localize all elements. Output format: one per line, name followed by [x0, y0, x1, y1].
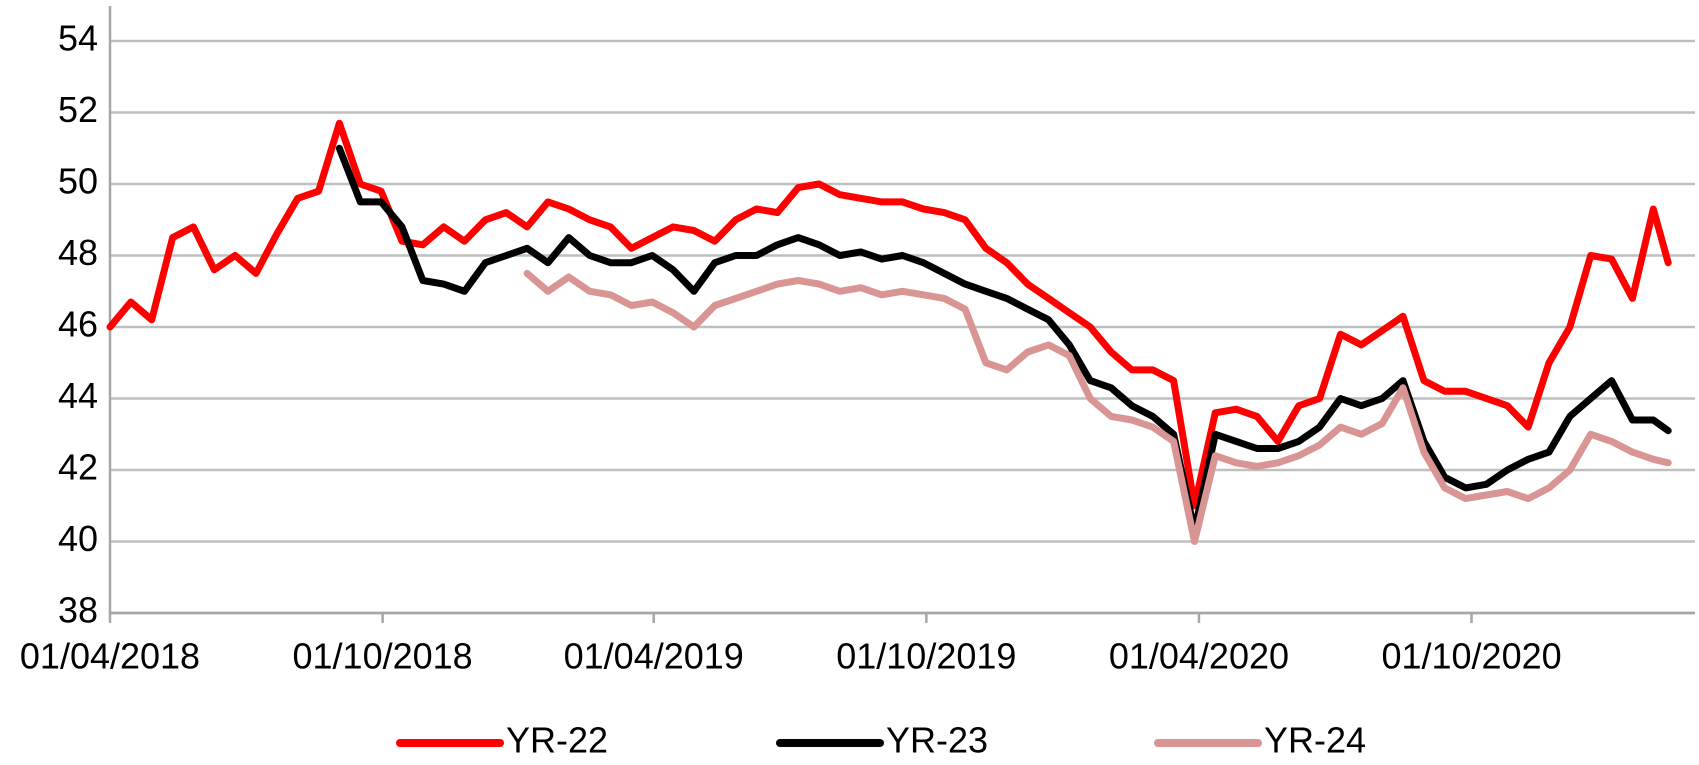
- y-tick-label: 54: [58, 18, 98, 59]
- series-line: [523, 269, 1672, 545]
- y-tick-label: 46: [58, 304, 98, 345]
- y-tick-label: 42: [58, 447, 98, 488]
- series-line: [335, 144, 1672, 535]
- x-tick-label: 01/04/2019: [564, 636, 744, 677]
- y-tick-label: 48: [58, 232, 98, 273]
- y-tick-label: 44: [58, 375, 98, 416]
- y-tick-label: 40: [58, 518, 98, 559]
- y-tick-label: 52: [58, 89, 98, 130]
- legend-label: YR-24: [1264, 720, 1366, 761]
- x-tick-label: 01/04/2020: [1109, 636, 1289, 677]
- legend-label: YR-22: [506, 720, 608, 761]
- x-tick-label: 01/10/2018: [293, 636, 473, 677]
- x-tick-label: 01/04/2018: [20, 636, 200, 677]
- series-line: [106, 119, 1672, 510]
- y-tick-label: 38: [58, 590, 98, 631]
- y-tick-label: 50: [58, 161, 98, 202]
- legend-label: YR-23: [886, 720, 988, 761]
- x-tick-label: 01/10/2019: [836, 636, 1016, 677]
- x-tick-label: 01/10/2020: [1381, 636, 1561, 677]
